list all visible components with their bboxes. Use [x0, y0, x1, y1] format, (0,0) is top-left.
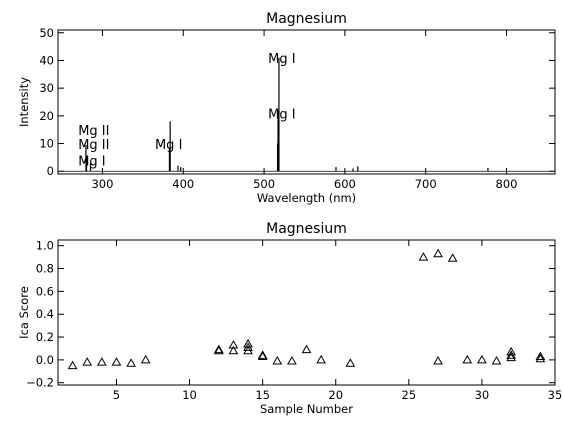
ica-x-tick-label: 15: [255, 388, 270, 402]
spectrum-y-tick-label: 40: [39, 53, 54, 67]
peak-annotation: Mg I: [155, 138, 182, 153]
ica-score-marker: [462, 354, 473, 364]
peak-annotation: Mg II: [78, 124, 109, 139]
ica-score-marker: [213, 345, 224, 355]
ica-x-tick-label: 25: [402, 388, 417, 402]
ica-score-marker: [228, 340, 239, 349]
ica-score-marker: [433, 356, 443, 365]
ica-score-marker: [257, 350, 268, 359]
ica-y-axis-label: Ica Score: [17, 286, 31, 339]
ica-x-tick-label: 5: [113, 388, 120, 402]
ica-x-axis-label: Sample Number: [260, 402, 353, 416]
peak-annotation: Mg I: [268, 108, 295, 123]
ica-score-marker: [257, 351, 268, 360]
spectrum-x-tick-label: 600: [334, 177, 356, 191]
spectrum-x-tick-label: 700: [415, 177, 437, 191]
ica-score-marker: [228, 345, 239, 355]
ica-score-marker: [111, 357, 122, 366]
spectrum-y-tick-label: 50: [39, 26, 54, 40]
ica-chart-title: Magnesium: [266, 221, 347, 237]
peak-annotation: Mg II: [78, 138, 109, 153]
ica-score-marker: [477, 354, 487, 364]
ica-x-tick-label: 10: [182, 388, 197, 402]
ica-score-marker: [418, 252, 429, 261]
spectrum-y-tick-label: 0: [47, 164, 54, 178]
ica-score-marker: [126, 358, 136, 367]
ica-y-tick-label: 1.0: [36, 239, 54, 253]
spectrum-y-tick-label: 10: [39, 137, 54, 151]
ica-score-marker: [447, 253, 458, 262]
ica-score-marker: [301, 344, 312, 354]
ica-score-marker: [506, 352, 517, 362]
spectrum-plot-frame: [57, 29, 556, 175]
spectrum-x-tick-label: 800: [496, 177, 518, 191]
ica-y-tick-label: 0.0: [36, 353, 54, 367]
ica-score-marker: [506, 350, 517, 359]
ica-score-marker: [67, 360, 78, 370]
ica-score-marker: [535, 353, 546, 363]
ica-x-tick-label: 30: [475, 388, 490, 402]
spectrum-y-axis-label: Intensity: [17, 77, 31, 127]
ica-score-marker: [287, 356, 297, 365]
peak-annotation: Mg I: [78, 155, 105, 170]
ica-plot-frame: [57, 239, 556, 386]
ica-score-marker: [213, 344, 224, 354]
spectrum-x-tick-label: 500: [253, 177, 275, 191]
ica-y-tick-label: −0.2: [26, 376, 54, 390]
spectrum-x-tick-label: 400: [172, 177, 194, 191]
ica-y-tick-label: 0.6: [36, 284, 54, 298]
ica-y-tick-label: 0.8: [36, 262, 54, 276]
ica-score-marker: [433, 248, 443, 258]
ica-y-tick-label: 0.2: [36, 330, 54, 344]
spectrum-y-tick-label: 30: [39, 81, 54, 95]
ica-x-tick-label: 20: [328, 388, 343, 402]
ica-score-marker: [506, 346, 517, 356]
ica-score-marker: [82, 357, 93, 366]
ica-score-marker: [96, 357, 107, 366]
ica-score-marker: [345, 358, 356, 367]
ica-score-marker: [535, 351, 546, 360]
ica-score-marker: [272, 356, 283, 365]
peak-annotation: Mg I: [268, 52, 295, 67]
ica-score-marker: [243, 345, 253, 355]
spectrum-y-tick-label: 20: [39, 109, 54, 123]
ica-y-tick-label: 0.4: [36, 307, 54, 321]
ica-score-marker: [316, 354, 326, 364]
ica-score-marker: [140, 354, 151, 364]
spectrum-chart-title: Magnesium: [266, 11, 347, 27]
ica-x-tick-label: 35: [548, 388, 563, 402]
spectrum-x-tick-label: 300: [91, 177, 113, 191]
ica-score-marker: [491, 356, 502, 365]
ica-score-marker: [243, 342, 253, 351]
spectrum-x-axis-label: Wavelength (nm): [257, 191, 356, 205]
